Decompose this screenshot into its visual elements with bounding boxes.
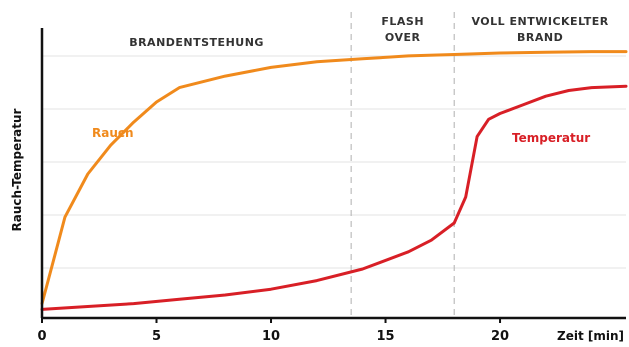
phase-dividers xyxy=(350,12,455,318)
x-tick-label-5: 5 xyxy=(152,329,161,344)
series-lines xyxy=(40,50,628,311)
series-line-rauch xyxy=(40,50,628,306)
series-line-temperatur xyxy=(40,84,628,311)
series-label-temperatur: Temperatur xyxy=(512,131,590,145)
grid-lines xyxy=(42,55,626,269)
x-axis-title: Zeit [min] xyxy=(557,329,624,343)
series-label-rauch: Rauch xyxy=(92,126,134,140)
phase-label-0-0: BRANDENTSTEHUNG xyxy=(129,36,264,49)
axes xyxy=(40,28,626,323)
phase-label-2-0: VOLL ENTWICKELTER xyxy=(471,15,608,28)
phase-label-1-0: FLASH xyxy=(381,15,424,28)
x-tick-label-10: 10 xyxy=(262,329,280,344)
phase-label-1-1: OVER xyxy=(385,31,421,44)
x-tick-label-0: 0 xyxy=(37,329,46,344)
phase-label-2-1: BRAND xyxy=(517,31,563,44)
labels: BRANDENTSTEHUNG FLASH OVER VOLL ENTWICKELTE… xyxy=(10,15,624,344)
x-tick-label-15: 15 xyxy=(376,329,394,344)
y-axis-title: Rauch-Temperatur xyxy=(10,108,24,231)
x-tick-label-20: 20 xyxy=(491,329,509,344)
